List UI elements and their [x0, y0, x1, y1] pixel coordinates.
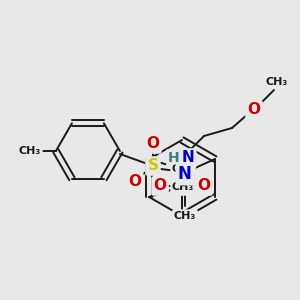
Text: CH₃: CH₃ — [174, 211, 196, 221]
Text: CH₃: CH₃ — [19, 146, 41, 156]
Text: O: O — [146, 136, 159, 152]
Text: CH₃: CH₃ — [172, 164, 194, 174]
Text: O: O — [197, 178, 211, 194]
Text: S: S — [147, 158, 158, 173]
Text: O: O — [248, 103, 260, 118]
Text: S: S — [176, 178, 188, 194]
Text: CH₃: CH₃ — [266, 77, 288, 87]
Text: N: N — [182, 151, 194, 166]
Text: N: N — [178, 165, 192, 183]
Text: O: O — [154, 178, 166, 194]
Text: CH₃: CH₃ — [172, 182, 194, 192]
Text: H: H — [168, 151, 180, 165]
Text: O: O — [128, 175, 141, 190]
